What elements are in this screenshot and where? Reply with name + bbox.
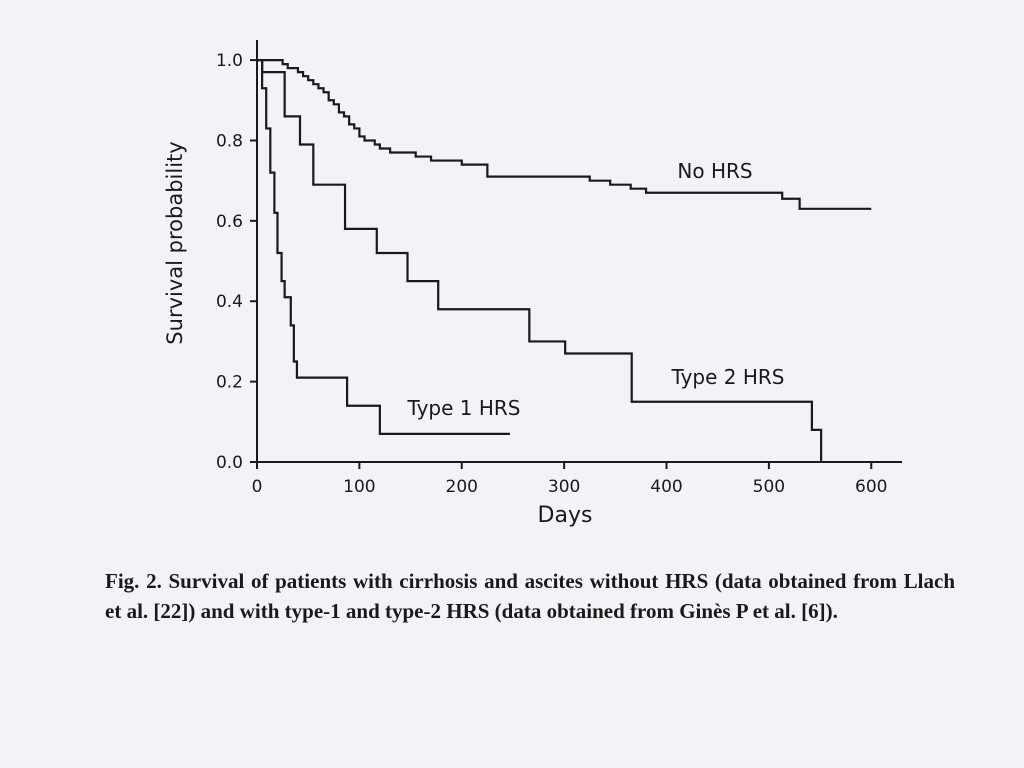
chart: Days Survival probability 0.0 0.2 0.4 0.6 0.… bbox=[163, 40, 902, 528]
figure-caption: Fig. 2. Survival of patients with cirrho… bbox=[105, 569, 955, 624]
curve-label: No HRS bbox=[677, 159, 752, 183]
survival-curve bbox=[257, 58, 872, 210]
y-tick-label: 0.6 bbox=[216, 212, 243, 232]
y-tick-label: 0.2 bbox=[216, 373, 243, 393]
y-axis-label: Survival probability bbox=[163, 141, 187, 344]
curve-label: Type 2 HRS bbox=[670, 365, 784, 389]
y-tick-label: 1.0 bbox=[216, 51, 243, 71]
survival-curve bbox=[257, 58, 510, 435]
y-tick-label: 0.4 bbox=[216, 292, 243, 312]
x-tick-label: 600 bbox=[855, 477, 887, 497]
x-tick-label: 500 bbox=[753, 477, 785, 497]
x-tick-label: 0 bbox=[252, 477, 263, 497]
curve-label: Type 1 HRS bbox=[406, 396, 520, 420]
x-tick-label: 400 bbox=[650, 477, 682, 497]
x-tick-label: 100 bbox=[343, 477, 375, 497]
y-tick-label: 0.8 bbox=[216, 131, 243, 151]
x-tick-label: 300 bbox=[548, 477, 580, 497]
survival-curve bbox=[257, 58, 823, 462]
y-tick-label: 0.0 bbox=[216, 453, 243, 473]
x-axis-label: Days bbox=[538, 503, 593, 528]
x-tick-label: 200 bbox=[446, 477, 478, 497]
